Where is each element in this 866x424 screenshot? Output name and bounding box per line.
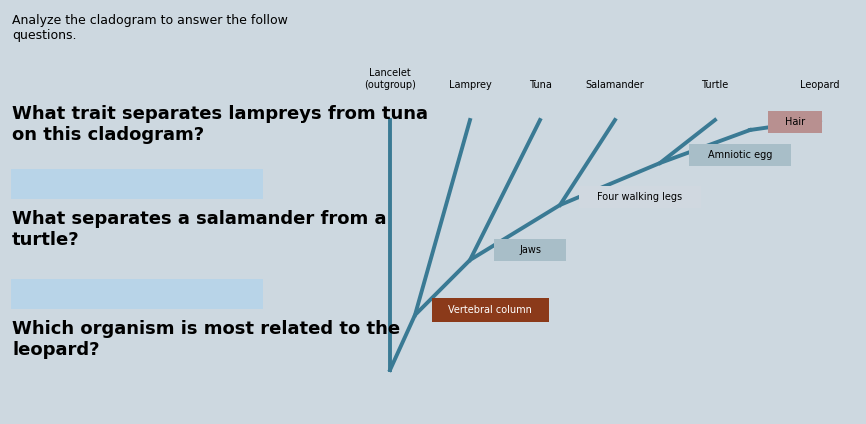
Text: Analyze the cladogram to answer the follow
questions.: Analyze the cladogram to answer the foll… <box>12 14 288 42</box>
Text: Hair: Hair <box>785 117 805 127</box>
FancyBboxPatch shape <box>768 111 822 133</box>
FancyBboxPatch shape <box>11 279 263 309</box>
Text: Leopard: Leopard <box>800 80 840 90</box>
Text: Which organism is most related to the
leopard?: Which organism is most related to the le… <box>12 320 400 359</box>
Text: Turtle: Turtle <box>701 80 728 90</box>
Text: Salamander: Salamander <box>585 80 644 90</box>
FancyBboxPatch shape <box>494 239 566 261</box>
Text: Vertebral column: Vertebral column <box>448 305 532 315</box>
FancyBboxPatch shape <box>579 186 701 208</box>
FancyBboxPatch shape <box>431 298 548 322</box>
FancyBboxPatch shape <box>11 169 263 199</box>
Text: Four walking legs: Four walking legs <box>598 192 682 202</box>
Text: Amniotic egg: Amniotic egg <box>708 150 772 160</box>
Text: Lancelet
(outgroup): Lancelet (outgroup) <box>364 68 416 90</box>
Text: Jaws: Jaws <box>519 245 541 255</box>
FancyBboxPatch shape <box>689 144 791 166</box>
Text: What separates a salamander from a
turtle?: What separates a salamander from a turtl… <box>12 210 386 249</box>
Text: Lamprey: Lamprey <box>449 80 491 90</box>
Text: What trait separates lampreys from tuna
on this cladogram?: What trait separates lampreys from tuna … <box>12 105 428 144</box>
Text: Tuna: Tuna <box>528 80 552 90</box>
